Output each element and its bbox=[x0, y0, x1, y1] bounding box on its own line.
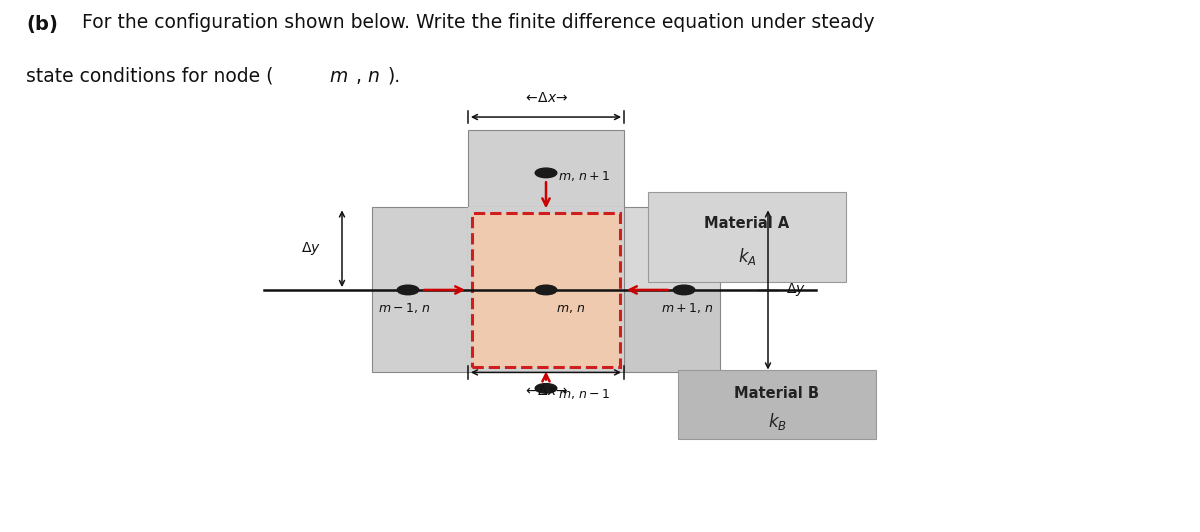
Text: Material B: Material B bbox=[734, 386, 820, 402]
Text: $m+1,\, n$: $m+1,\, n$ bbox=[661, 301, 714, 314]
Bar bbox=[472, 213, 620, 367]
Bar bbox=[372, 207, 468, 372]
Text: $m,\, n+1$: $m,\, n+1$ bbox=[558, 169, 611, 182]
Text: state conditions for node (: state conditions for node ( bbox=[26, 66, 274, 86]
Text: $m$: $m$ bbox=[329, 66, 348, 86]
Bar bbox=[468, 207, 624, 290]
Text: Material A: Material A bbox=[704, 215, 790, 231]
Text: $\leftarrow\!\Delta x\!\rightarrow$: $\leftarrow\!\Delta x\!\rightarrow$ bbox=[523, 92, 569, 105]
Bar bbox=[624, 207, 720, 290]
Bar bbox=[624, 290, 720, 372]
Text: For the configuration shown below. Write the finite difference equation under st: For the configuration shown below. Write… bbox=[82, 13, 875, 32]
Circle shape bbox=[673, 285, 695, 295]
Text: $\mathbf{(b)}$: $\mathbf{(b)}$ bbox=[26, 13, 59, 35]
Text: $m-1,\, n$: $m-1,\, n$ bbox=[378, 301, 431, 314]
Bar bbox=[648, 192, 846, 282]
Text: $m,\, n-1$: $m,\, n-1$ bbox=[558, 387, 611, 401]
Text: $n$: $n$ bbox=[367, 66, 380, 86]
Text: $m,\, n$: $m,\, n$ bbox=[556, 302, 586, 314]
Bar bbox=[678, 370, 876, 439]
Circle shape bbox=[397, 285, 419, 295]
Bar bbox=[468, 359, 624, 372]
Text: ).: ). bbox=[388, 66, 401, 86]
Text: $k_A$: $k_A$ bbox=[738, 246, 756, 267]
Text: ,: , bbox=[355, 66, 361, 86]
Text: $k_B$: $k_B$ bbox=[768, 411, 786, 432]
Bar bbox=[468, 290, 624, 372]
Circle shape bbox=[535, 384, 557, 393]
Circle shape bbox=[535, 168, 557, 178]
Bar bbox=[468, 130, 624, 207]
Text: $\Delta y$: $\Delta y$ bbox=[786, 281, 806, 298]
Circle shape bbox=[535, 285, 557, 295]
Text: $\Delta y$: $\Delta y$ bbox=[300, 240, 320, 257]
Text: $\leftarrow\!\Delta x\!\rightarrow$: $\leftarrow\!\Delta x\!\rightarrow$ bbox=[523, 384, 569, 398]
